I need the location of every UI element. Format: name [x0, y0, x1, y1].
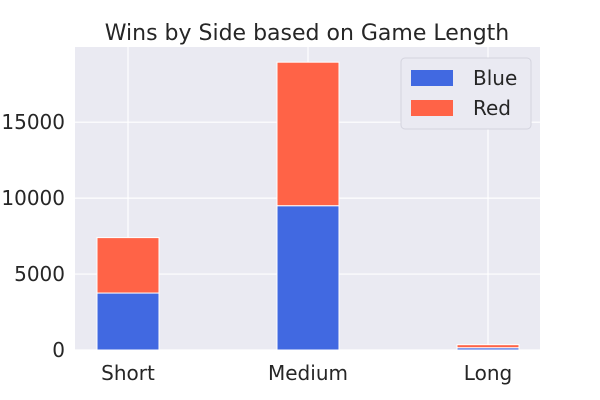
- legend: Blue Red: [400, 57, 532, 130]
- bar-red-short: [96, 237, 160, 294]
- bar-red-medium: [276, 61, 340, 207]
- x-tick-label: Short: [101, 361, 155, 385]
- legend-swatch-blue: [411, 70, 453, 86]
- y-tick-label: 0: [52, 338, 65, 362]
- chart-title: Wins by Side based on Game Length: [105, 21, 510, 46]
- bar-red-long: [456, 344, 520, 349]
- x-tick-label: Medium: [268, 361, 348, 385]
- legend-label-red: Red: [473, 96, 511, 120]
- bar-blue-short: [96, 292, 160, 351]
- bar-blue-medium: [276, 205, 340, 351]
- axis-layer: 0 5000 10000 15000 Short Medium Long: [1, 110, 512, 385]
- legend-label-blue: Blue: [473, 66, 517, 90]
- y-tick-label: 5000: [14, 262, 65, 286]
- x-tick-label: Long: [464, 361, 512, 385]
- bars-layer: [96, 61, 520, 351]
- y-tick-label: 10000: [1, 186, 65, 210]
- legend-swatch-red: [411, 100, 453, 116]
- y-tick-label: 15000: [1, 110, 65, 134]
